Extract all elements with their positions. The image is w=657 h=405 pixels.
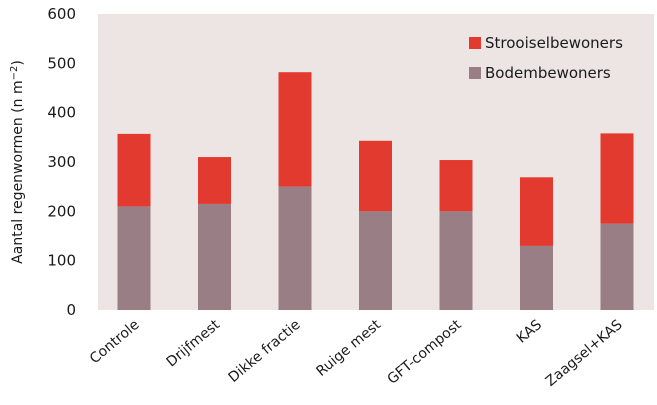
legend: Strooiselbewoners Bodembewoners bbox=[469, 34, 623, 82]
y-tick-label: 100 bbox=[47, 252, 76, 270]
y-tick-label: 500 bbox=[47, 54, 76, 72]
bar-segment-bodembewoners bbox=[117, 206, 151, 310]
x-category-label: KAS bbox=[514, 317, 545, 347]
bar-segment-bodembewoners bbox=[278, 186, 312, 310]
bar-segment-bodembewoners bbox=[439, 211, 473, 310]
bars bbox=[117, 72, 634, 310]
y-tick-label: 300 bbox=[47, 153, 76, 171]
x-category-label: Dikke fractie bbox=[226, 317, 304, 386]
legend-swatch bbox=[469, 37, 481, 49]
bar-segment-strooiselbewoners bbox=[359, 140, 392, 212]
bar-segment-strooiselbewoners bbox=[198, 157, 231, 204]
legend-label: Bodembewoners bbox=[485, 64, 611, 82]
y-tick-label: 400 bbox=[47, 104, 76, 122]
y-tick-label: 200 bbox=[47, 202, 76, 220]
x-category-label: GFT-compost bbox=[384, 316, 464, 387]
y-axis-ticks: 0 100 200 300 400 500 600 bbox=[47, 5, 76, 319]
x-category-label: Zaagsel+KAS bbox=[543, 317, 626, 390]
bar-segment-strooiselbewoners bbox=[600, 133, 634, 224]
x-category-label: Ruige mest bbox=[313, 316, 384, 379]
bar-segment-bodembewoners bbox=[600, 223, 634, 310]
bar-segment-bodembewoners bbox=[359, 211, 392, 310]
bar-segment-bodembewoners bbox=[520, 245, 553, 310]
bar-segment-strooiselbewoners bbox=[520, 177, 553, 246]
legend-label: Strooiselbewoners bbox=[485, 34, 623, 52]
x-axis-labels: Controle Drijfmest Dikke fractie Ruige mest… bbox=[87, 316, 626, 389]
x-category-label: Drijfmest bbox=[164, 316, 224, 370]
bar-segment-strooiselbewoners bbox=[117, 133, 151, 207]
y-axis-title: Aantal regenwormen (n m−2) bbox=[9, 60, 27, 264]
bar-segment-strooiselbewoners bbox=[278, 72, 312, 187]
bar-segment-strooiselbewoners bbox=[439, 160, 473, 212]
legend-swatch bbox=[469, 67, 481, 79]
y-tick-label: 600 bbox=[47, 5, 76, 23]
bar-segment-bodembewoners bbox=[198, 203, 231, 310]
y-tick-label: 0 bbox=[66, 301, 76, 319]
x-category-label: Controle bbox=[87, 317, 143, 367]
